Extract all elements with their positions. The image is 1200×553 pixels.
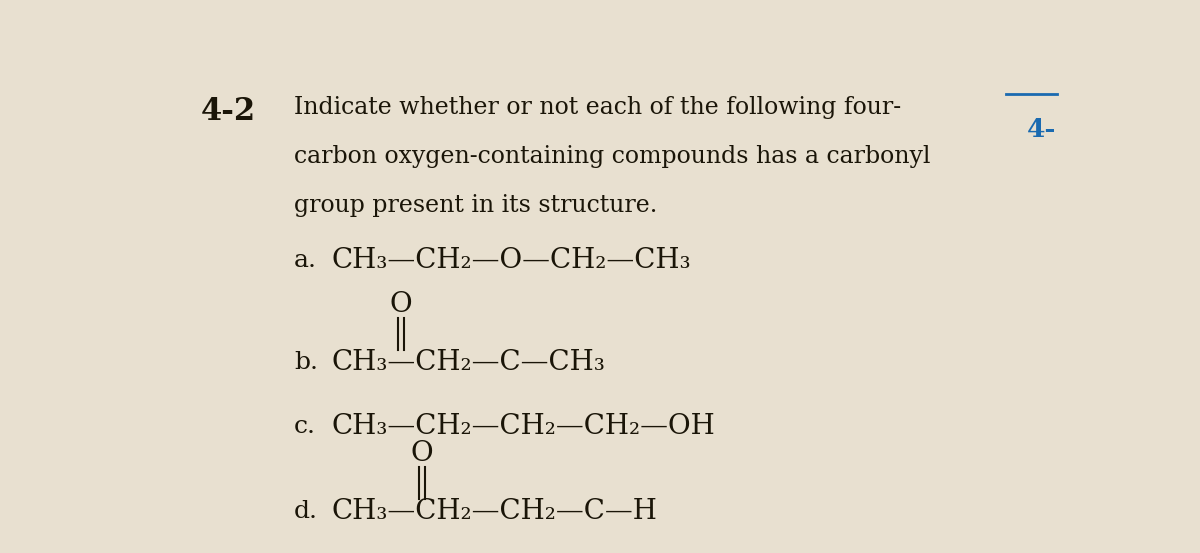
Text: CH₃—CH₂—O—CH₂—CH₃: CH₃—CH₂—O—CH₂—CH₃	[331, 247, 691, 274]
Text: b.: b.	[294, 351, 318, 374]
Text: CH₃—CH₂—C—CH₃: CH₃—CH₂—C—CH₃	[331, 349, 605, 376]
Text: group present in its structure.: group present in its structure.	[294, 194, 658, 217]
Text: d.: d.	[294, 500, 318, 523]
Text: O: O	[390, 291, 412, 319]
Text: CH₃—CH₂—CH₂—CH₂—OH: CH₃—CH₂—CH₂—CH₂—OH	[331, 413, 715, 440]
Text: 4-2: 4-2	[202, 96, 257, 127]
Text: Indicate whether or not each of the following four-: Indicate whether or not each of the foll…	[294, 96, 901, 119]
Text: carbon oxygen-containing compounds has a carbonyl: carbon oxygen-containing compounds has a…	[294, 145, 931, 168]
Text: O: O	[410, 440, 433, 467]
Text: c.: c.	[294, 415, 316, 437]
Text: 4-: 4-	[1027, 117, 1057, 143]
Text: a.: a.	[294, 249, 317, 272]
Text: CH₃—CH₂—CH₂—C—H: CH₃—CH₂—CH₂—C—H	[331, 498, 658, 525]
